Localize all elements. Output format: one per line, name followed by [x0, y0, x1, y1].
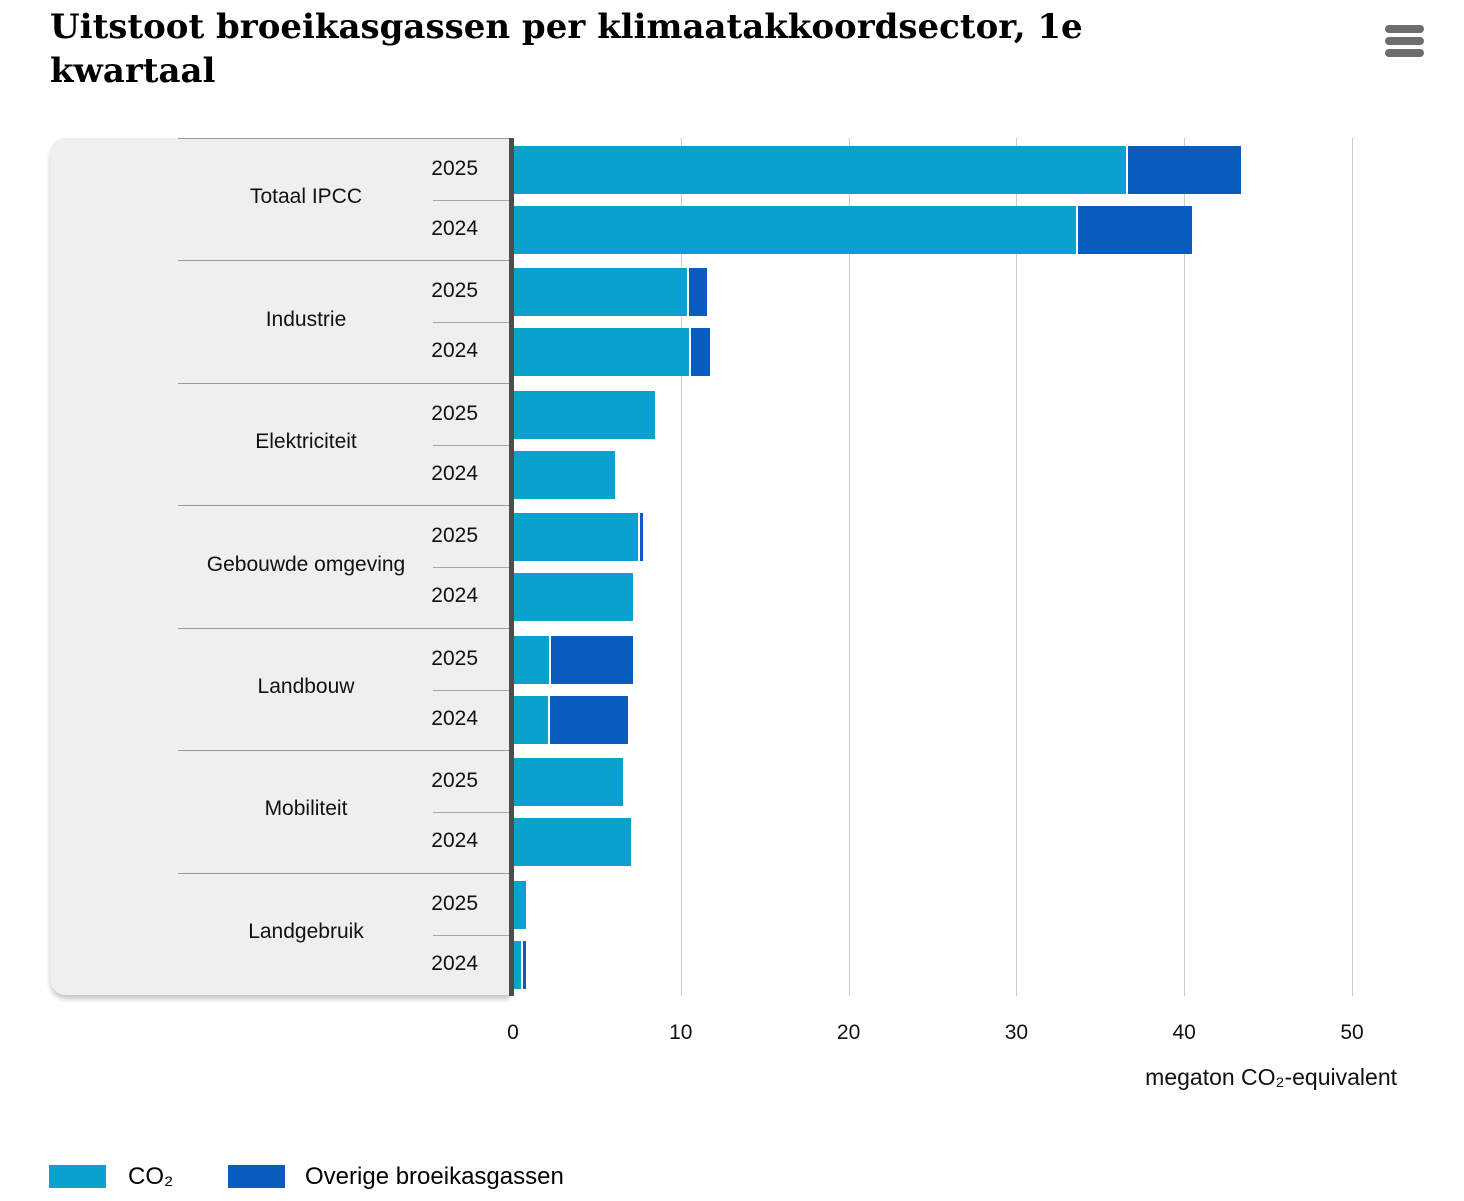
bar-segment-overige-broeikasgassen[interactable]: [640, 513, 644, 562]
bar-segment-overige-broeikasgassen[interactable]: [690, 328, 711, 377]
category-panel: [50, 138, 510, 995]
x-tick-label: 10: [669, 1021, 693, 1044]
year-label: 2025: [431, 401, 478, 425]
legend-label-overige-broeikasgassen[interactable]: Overige broeikasgassen: [305, 1163, 564, 1190]
x-tick-label: 40: [1172, 1021, 1196, 1044]
group-separator: [178, 872, 510, 874]
bar-segment-co2[interactable]: [514, 880, 526, 929]
bar-totaal-ipcc-2024[interactable]: [514, 206, 1192, 254]
bar-segment-co2[interactable]: [514, 758, 624, 807]
gridline: [1184, 138, 1186, 996]
bar-mobiliteit-2024[interactable]: [514, 818, 632, 867]
category-label: Totaal IPCC: [249, 185, 363, 209]
x-tick-label: 50: [1340, 1021, 1364, 1044]
bar-segment-co2[interactable]: [514, 513, 639, 562]
bar-landgebruik-2024[interactable]: [514, 940, 526, 989]
bar-segment-overige-broeikasgassen[interactable]: [551, 635, 634, 684]
bar-segment-co2[interactable]: [514, 573, 634, 622]
bar-segment-co2[interactable]: [514, 940, 521, 989]
gridline: [1352, 138, 1353, 996]
year-label: 2024: [431, 461, 478, 485]
year-label: 2024: [431, 584, 478, 608]
year-label: 2024: [431, 706, 478, 730]
category-label: Mobiliteit: [264, 797, 348, 821]
year-separator: [433, 934, 510, 936]
bar-segment-co2[interactable]: [514, 268, 687, 317]
year-label: 2025: [431, 524, 478, 548]
category-label: Landbouw: [257, 674, 355, 698]
hamburger-icon: [1385, 25, 1424, 33]
year-separator: [433, 444, 510, 446]
category-label: Elektriciteit: [255, 430, 357, 454]
bar-segment-co2[interactable]: [514, 818, 632, 867]
bar-segment-co2[interactable]: [514, 146, 1127, 194]
bar-mobiliteit-2025[interactable]: [514, 758, 624, 807]
bar-segment-overige-broeikasgassen[interactable]: [1128, 146, 1241, 194]
chart-title: Uitstoot broeikasgassen per klimaatakkoo…: [50, 7, 1083, 91]
year-label: 2025: [431, 646, 478, 670]
hamburger-icon: [1385, 37, 1424, 45]
x-tick-label: 0: [507, 1021, 519, 1044]
year-label: 2025: [431, 769, 478, 793]
group-separator: [178, 138, 510, 139]
bar-landgebruik-2025[interactable]: [514, 880, 526, 929]
gridline: [680, 138, 682, 996]
year-label: 2024: [431, 829, 478, 853]
bar-industrie-2025[interactable]: [514, 268, 707, 317]
bar-segment-co2[interactable]: [514, 695, 548, 744]
bar-segment-co2[interactable]: [514, 206, 1077, 254]
gridline: [1016, 138, 1018, 996]
year-separator: [433, 567, 510, 569]
legend-swatch-overige-broeikasgassen[interactable]: [228, 1165, 285, 1188]
y-axis-line: [509, 138, 514, 996]
year-label: 2024: [431, 951, 478, 975]
year-separator: [433, 689, 510, 691]
bar-totaal-ipcc-2025[interactable]: [514, 146, 1241, 194]
x-tick-label: 20: [836, 1021, 861, 1044]
group-separator: [178, 260, 510, 262]
x-axis-label: megaton CO₂-equivalent: [1145, 1064, 1397, 1090]
year-label: 2025: [431, 279, 478, 303]
group-separator: [178, 750, 510, 752]
year-label: 2024: [431, 217, 478, 240]
year-label: 2025: [431, 891, 478, 915]
group-separator: [178, 505, 510, 507]
bar-segment-co2[interactable]: [514, 328, 689, 377]
bar-gebouwde-omgeving-2025[interactable]: [514, 513, 644, 562]
bar-segment-overige-broeikasgassen[interactable]: [1078, 206, 1192, 254]
bar-segment-co2[interactable]: [514, 450, 615, 499]
legend-label-co2[interactable]: CO₂: [128, 1163, 174, 1190]
hamburger-icon: [1385, 49, 1424, 57]
group-separator: [178, 627, 510, 629]
year-separator: [433, 322, 510, 324]
year-label: 2024: [431, 339, 478, 363]
legend-swatch-co2[interactable]: [49, 1165, 106, 1188]
bar-segment-overige-broeikasgassen[interactable]: [688, 268, 707, 317]
year-separator: [433, 812, 510, 814]
chart-menu-button[interactable]: [1385, 21, 1429, 61]
year-label: 2025: [431, 157, 478, 180]
bar-segment-co2[interactable]: [514, 635, 550, 684]
group-separator: [178, 382, 510, 384]
bar-segment-overige-broeikasgassen[interactable]: [549, 695, 629, 744]
bar-elektriciteit-2024[interactable]: [514, 450, 615, 499]
year-separator: [433, 200, 510, 201]
bar-elektriciteit-2025[interactable]: [514, 390, 655, 439]
category-label: Industrie: [265, 307, 347, 331]
bar-gebouwde-omgeving-2024[interactable]: [514, 573, 634, 622]
gridline: [848, 138, 850, 996]
x-tick-label: 30: [1004, 1021, 1029, 1044]
bar-segment-co2[interactable]: [514, 390, 655, 439]
bar-landbouw-2025[interactable]: [514, 635, 634, 684]
category-label: Gebouwde omgeving: [206, 552, 406, 576]
bar-segment-overige-broeikasgassen[interactable]: [522, 940, 526, 989]
bar-industrie-2024[interactable]: [514, 328, 711, 377]
bar-landbouw-2024[interactable]: [514, 695, 629, 744]
category-label: Landgebruik: [248, 919, 364, 943]
